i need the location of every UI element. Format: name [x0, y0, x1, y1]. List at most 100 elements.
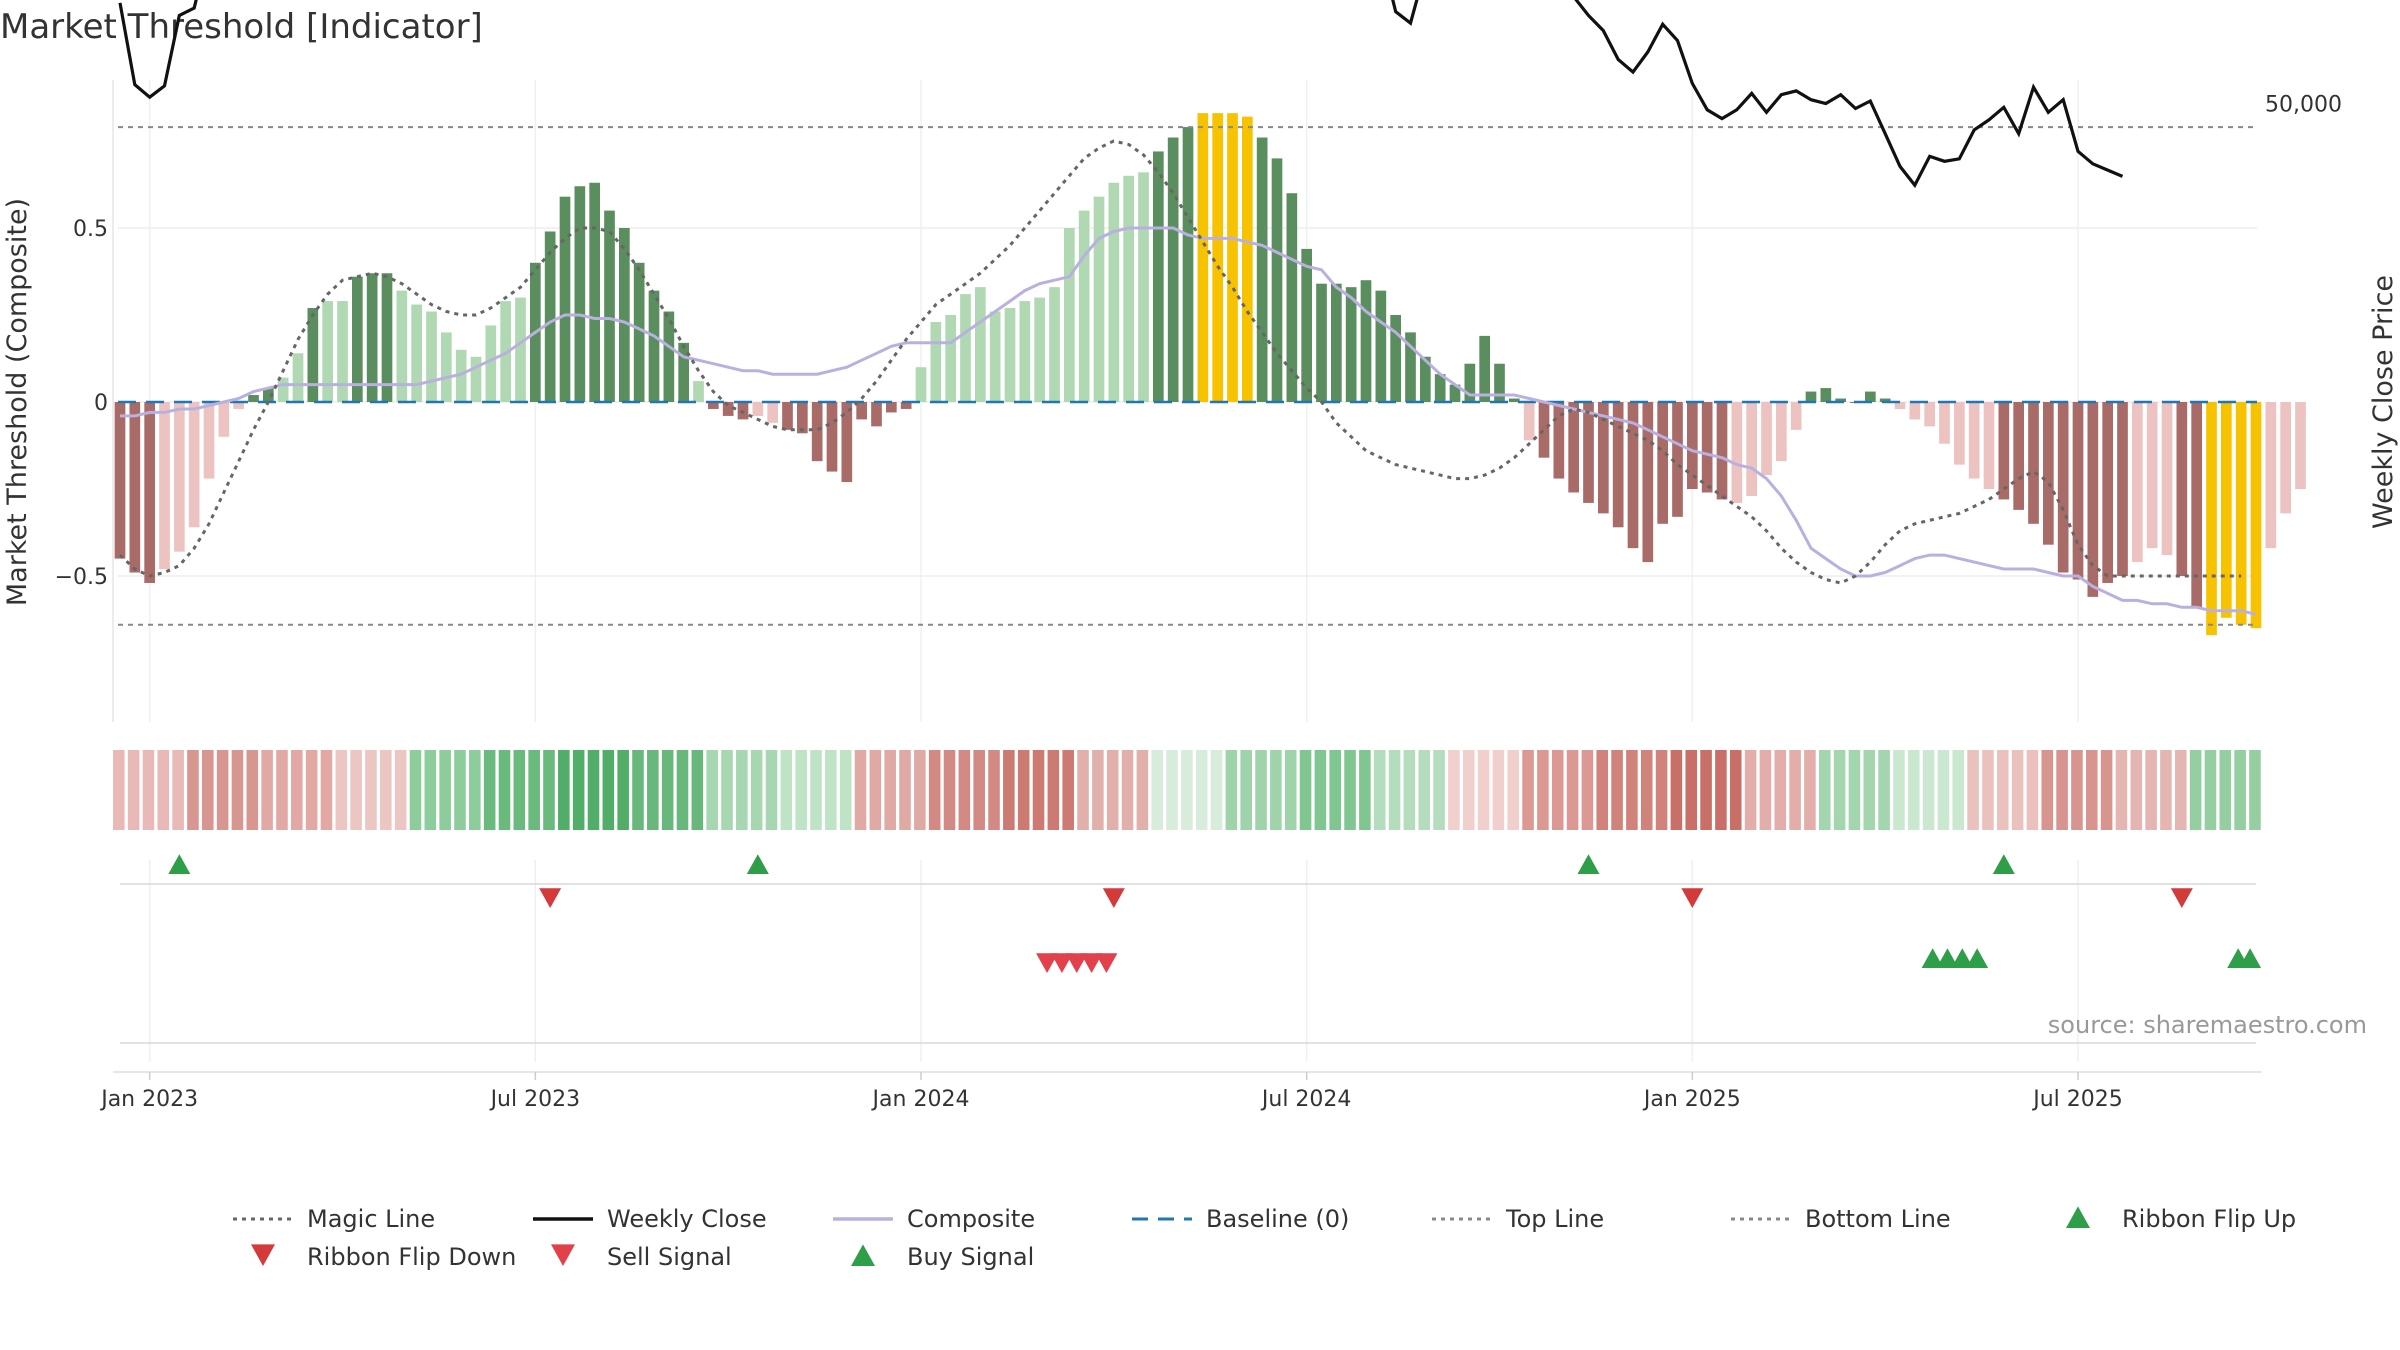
ribbon-cell	[706, 750, 718, 830]
ribbon-cell	[469, 750, 481, 830]
ribbon-cell	[187, 750, 199, 830]
sell-signal-marker	[1080, 953, 1103, 973]
ribbon-flip-up-marker	[1992, 854, 2015, 874]
composite-bar	[2191, 402, 2203, 608]
x-tick-label: Jan 2024	[871, 1087, 970, 1112]
composite-bar	[915, 367, 927, 402]
ribbon-flip-down-marker	[1102, 888, 1125, 908]
ribbon-cell	[1403, 750, 1416, 830]
ribbon-cell	[869, 750, 882, 830]
ribbon-cell	[1863, 750, 1876, 830]
ribbon-cell	[1077, 750, 1089, 830]
ribbon-cell	[1195, 750, 1208, 830]
composite-bar	[960, 294, 971, 402]
sell-signal-marker	[1065, 953, 1088, 973]
ribbon-cell	[943, 750, 956, 830]
ribbon-cell	[1270, 750, 1282, 830]
ribbon-cell	[1003, 750, 1015, 830]
ribbon-cell	[1462, 750, 1475, 830]
ribbon-cell	[335, 750, 348, 830]
composite-bar	[1301, 248, 1313, 402]
left-axis-label: Market Threshold (Composite)	[2, 198, 33, 606]
composite-bar	[1627, 402, 1639, 549]
ribbon-cell	[572, 750, 585, 830]
composite-bar	[351, 276, 363, 402]
ribbon-cell	[1596, 750, 1609, 830]
ribbon-cell	[1032, 750, 1045, 830]
source-credit: source: sharemaestro.com	[2048, 1011, 2367, 1039]
ribbon-cell	[1848, 750, 1861, 830]
ribbon-cell	[1685, 750, 1698, 830]
ribbon-cell	[617, 750, 629, 830]
ribbon-cell	[380, 750, 392, 830]
ribbon-cell	[2204, 750, 2217, 830]
ribbon-cell	[1566, 750, 1579, 830]
ribbon-cell	[1299, 750, 1312, 830]
ribbon-cell	[2145, 750, 2157, 830]
composite-bar	[559, 196, 571, 402]
composite-bar	[1835, 398, 1847, 402]
composite-bar	[1375, 290, 1387, 402]
ribbon-cell	[2130, 750, 2143, 830]
composite-bar	[411, 304, 423, 402]
ribbon-cell	[1017, 750, 1030, 830]
ribbon-cell	[305, 750, 318, 830]
legend-item-label: Bottom Line	[1805, 1205, 1951, 1233]
ribbon-cell	[1062, 750, 1074, 830]
ribbon-cell	[914, 750, 926, 830]
composite-bar	[1063, 228, 1075, 402]
composite-bar	[1256, 137, 1268, 402]
ribbon-cell	[157, 750, 170, 830]
composite-bar	[2042, 402, 2054, 545]
composite-bar	[262, 388, 274, 402]
ribbon-cell	[202, 750, 214, 830]
legend-item-swatch	[2066, 1206, 2090, 1228]
composite-bar	[1227, 113, 1238, 402]
legend-item-label: Composite	[907, 1205, 1035, 1233]
composite-bar	[2206, 402, 2217, 636]
ribbon-cell	[795, 750, 807, 830]
composite-bar	[218, 402, 230, 437]
buy-signal-marker	[2239, 948, 2262, 968]
left-axis-ticks: 0.5 0 −0.5	[55, 217, 108, 590]
buy-signal-marker	[1921, 948, 1944, 968]
composite-bar	[440, 332, 452, 402]
composite-bar	[841, 402, 853, 483]
composite-bar	[129, 402, 141, 573]
composite-bar	[2146, 402, 2158, 549]
ribbon-cell	[2115, 750, 2128, 830]
legend-item-label: Magic Line	[307, 1205, 435, 1233]
legend-item-label: Buy Signal	[907, 1243, 1034, 1271]
ribbon-cell	[691, 750, 704, 830]
ribbon-cell	[899, 750, 911, 830]
composite-bar	[1939, 402, 1950, 444]
ribbon-cell	[2189, 750, 2202, 830]
composite-bar	[2072, 402, 2084, 580]
ribbon-cell	[632, 750, 644, 830]
composite-bar	[1894, 402, 1906, 409]
ribbon-cell	[1433, 750, 1445, 830]
ribbon-cell	[2041, 750, 2054, 830]
legend-item-label: Ribbon Flip Down	[307, 1243, 516, 1271]
composite-bar	[2280, 402, 2292, 514]
composite-bar	[900, 402, 912, 409]
composite-bar	[381, 273, 393, 402]
composite-bar	[1419, 356, 1431, 402]
legend-item-label: Weekly Close	[607, 1205, 767, 1233]
composite-bar	[1568, 402, 1580, 493]
composite-bar	[1078, 210, 1090, 402]
composite-bar	[1212, 113, 1224, 402]
composite-bar	[1004, 308, 1016, 402]
composite-bar	[1701, 402, 1713, 493]
composite-bar	[203, 402, 215, 479]
composite-bar	[1019, 301, 1031, 402]
composite-bar	[693, 381, 704, 402]
ribbon-flip-up-marker	[1577, 854, 1600, 874]
composite-bar	[337, 301, 348, 402]
x-tick-label: Jan 2023	[99, 1087, 198, 1112]
ribbon-cell	[1893, 750, 1905, 830]
composite-bar	[470, 356, 482, 402]
signal-markers	[168, 854, 2262, 1266]
ribbon-cell	[172, 750, 184, 830]
ribbon-cell	[1952, 750, 1965, 830]
